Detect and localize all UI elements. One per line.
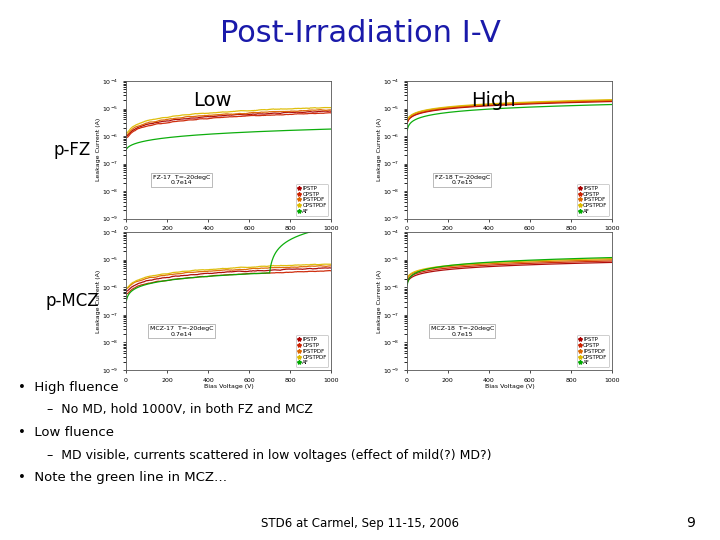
Text: p-FZ: p-FZ xyxy=(53,141,91,159)
Text: FZ-18 T=-20degC
0.7e15: FZ-18 T=-20degC 0.7e15 xyxy=(435,174,490,185)
X-axis label: Bias Voltage (V): Bias Voltage (V) xyxy=(204,384,253,389)
X-axis label: Bias Voltage (V): Bias Voltage (V) xyxy=(485,384,534,389)
X-axis label: Bias Voltage (V): Bias Voltage (V) xyxy=(204,233,253,238)
Text: 9: 9 xyxy=(686,516,695,530)
Y-axis label: Leakage Current (A): Leakage Current (A) xyxy=(377,118,382,181)
Text: Post-Irradiation I-V: Post-Irradiation I-V xyxy=(220,19,500,48)
Text: Low: Low xyxy=(193,91,231,110)
Text: p-MCZ: p-MCZ xyxy=(45,292,99,310)
Y-axis label: Leakage Current (A): Leakage Current (A) xyxy=(96,269,101,333)
Text: –  No MD, hold 1000V, in both FZ and MCZ: – No MD, hold 1000V, in both FZ and MCZ xyxy=(47,403,312,416)
Text: •  High fluence: • High fluence xyxy=(18,381,119,394)
Text: –  MD visible, currents scattered in low voltages (effect of mild(?) MD?): – MD visible, currents scattered in low … xyxy=(47,449,491,462)
Text: High: High xyxy=(471,91,516,110)
Legend: IPSTP, CPSTP, IPSTPDF, CPSTPDF, AF: IPSTP, CPSTP, IPSTPDF, CPSTPDF, AF xyxy=(577,335,609,367)
Y-axis label: Leakage Current (A): Leakage Current (A) xyxy=(377,269,382,333)
Text: STD6 at Carmel, Sep 11-15, 2006: STD6 at Carmel, Sep 11-15, 2006 xyxy=(261,517,459,530)
Text: •  Note the green line in MCZ…: • Note the green line in MCZ… xyxy=(18,471,227,484)
Text: MCZ-18  T=-20degC
0.7e15: MCZ-18 T=-20degC 0.7e15 xyxy=(431,326,494,336)
X-axis label: Bias Voltage (V): Bias Voltage (V) xyxy=(485,233,534,238)
Text: MCZ-17  T=-20degC
0.7e14: MCZ-17 T=-20degC 0.7e14 xyxy=(150,326,213,336)
Y-axis label: Leakage Current (A): Leakage Current (A) xyxy=(96,118,101,181)
Legend: IPSTP, CPSTP, IPSTPDF, CPSTPDF, AF: IPSTP, CPSTP, IPSTPDF, CPSTPDF, AF xyxy=(577,184,609,216)
Legend: IPSTP, CPSTP, IPSTPDF, CPSTPDF, AF: IPSTP, CPSTP, IPSTPDF, CPSTPDF, AF xyxy=(296,184,328,216)
Text: •  Low fluence: • Low fluence xyxy=(18,426,114,439)
Text: FZ-17  T=-20degC
0.7e14: FZ-17 T=-20degC 0.7e14 xyxy=(153,174,210,185)
Legend: IPSTP, CPSTP, IPSTPDF, CPSTPDF, AF: IPSTP, CPSTP, IPSTPDF, CPSTPDF, AF xyxy=(296,335,328,367)
